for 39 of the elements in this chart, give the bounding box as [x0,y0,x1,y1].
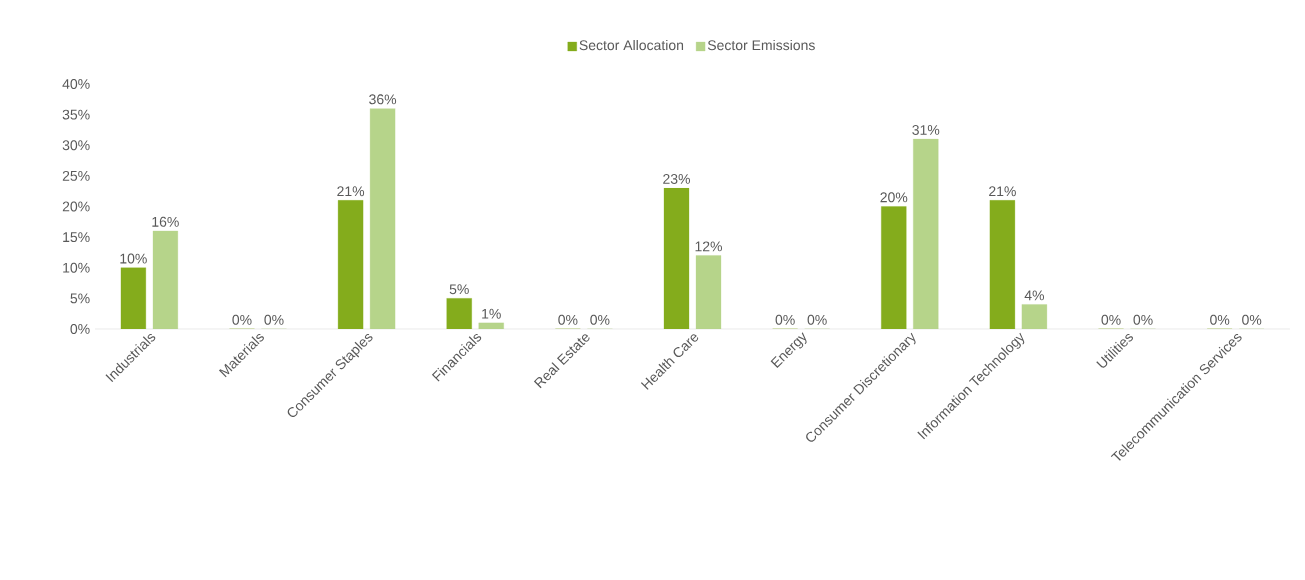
data-label: 0% [558,314,578,325]
data-label: 0% [264,314,284,325]
data-label: 31% [912,125,940,135]
legend-label: Sector Allocation [579,39,684,51]
y-tick-label: 40% [62,79,90,89]
y-tick-label: 5% [70,293,90,304]
data-label: 1% [482,308,501,319]
data-label: 10% [120,253,147,264]
data-label: 5% [449,284,469,295]
data-label: 4% [1024,290,1045,301]
data-label: 0% [590,314,610,325]
y-tick-label: 30% [62,140,90,151]
data-label: 21% [989,186,1016,197]
bar [446,298,472,329]
y-tick-label: 25% [62,170,90,181]
bar [989,200,1016,329]
data-label: 20% [880,192,908,203]
y-tick-label: 20% [62,201,90,212]
bar [881,206,907,329]
data-label: 0% [232,314,252,325]
data-label: 12% [695,241,723,252]
data-label: 0% [1133,314,1153,325]
data-label: 0% [775,314,795,325]
data-label: 0% [807,314,827,325]
bar [663,187,690,329]
bar [337,200,364,329]
data-label: 23% [663,173,691,184]
data-label: 0% [1242,314,1262,325]
y-tick-label: 0% [70,324,90,334]
legend-label: Sector Emissions [707,39,815,51]
y-tick-label: 10% [63,262,90,273]
data-label: 16% [152,216,179,227]
data-label: 36% [369,94,397,105]
data-label: 0% [1210,314,1230,325]
data-label: 21% [337,186,365,197]
data-label: 0% [1101,314,1121,325]
y-tick-label: 15% [63,232,90,243]
y-tick-label: 35% [62,109,90,120]
bar [120,267,146,329]
